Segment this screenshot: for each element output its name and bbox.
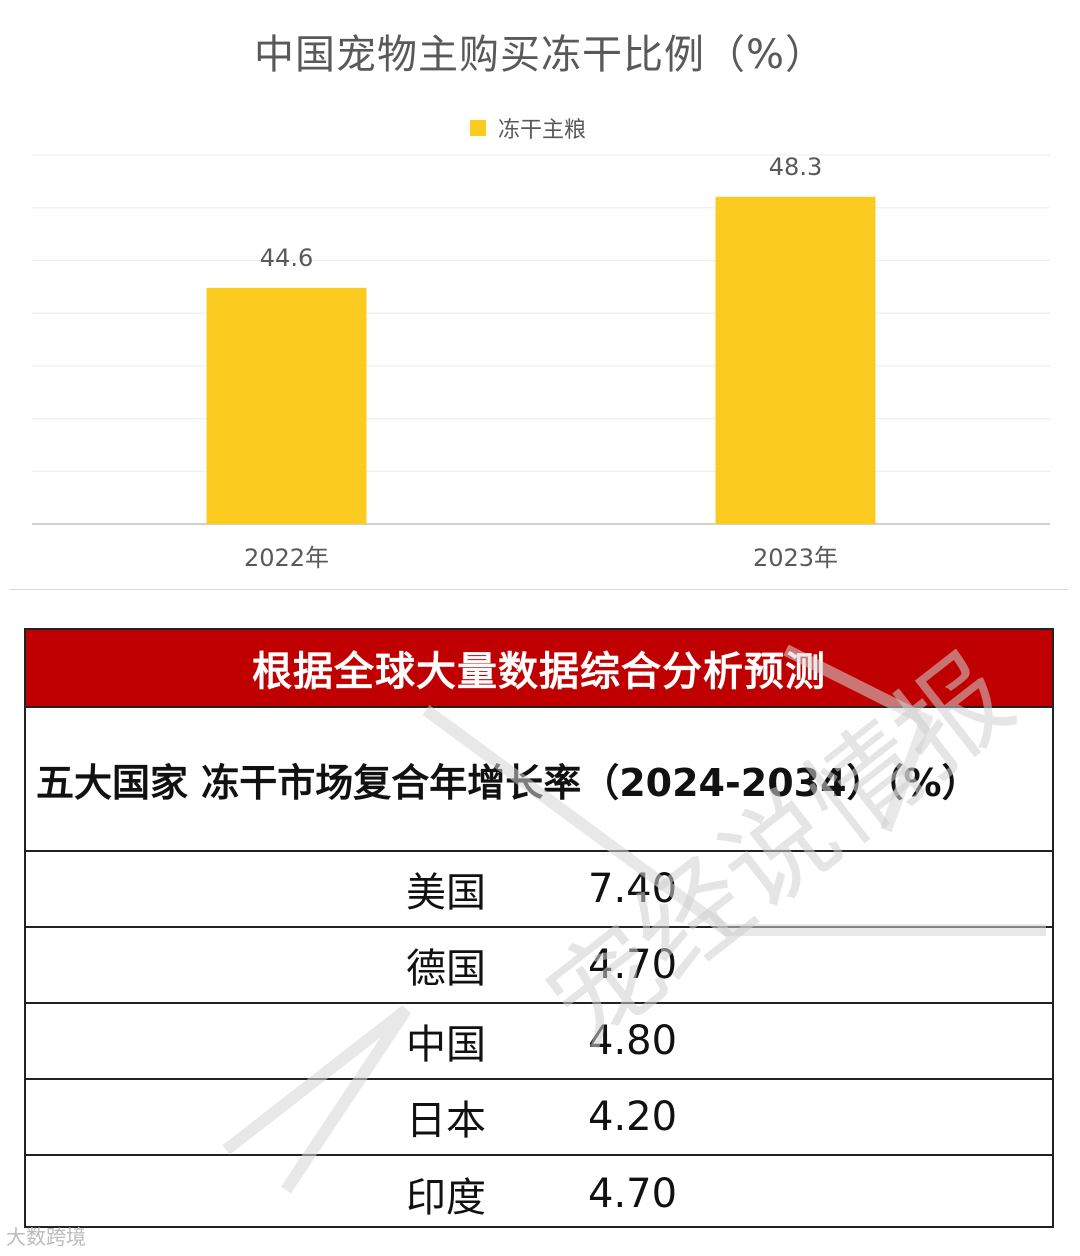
growth-rate-cell: 4.70 (588, 942, 678, 988)
chart-title: 中国宠物主购买冻干比例（%） (253, 32, 826, 78)
data-label-2: 48.3 (769, 153, 822, 181)
table-row: 中国 4.80 (26, 1004, 1052, 1080)
country-cell: 德国 (406, 946, 486, 992)
x-tick-label-1: 2022年 (244, 544, 329, 572)
table-subtitle: 五大国家 冻干市场复合年增长率（2024-2034）（%） (26, 708, 1052, 852)
chart-plot-area: 44.6 2022年 48.3 2023年 (32, 153, 1050, 572)
x-tick-label-2: 2023年 (753, 544, 838, 572)
country-cell: 美国 (406, 870, 486, 916)
table-row: 日本 4.20 (26, 1080, 1052, 1156)
legend-swatch (470, 120, 486, 136)
growth-rate-cell: 4.20 (588, 1094, 678, 1140)
forecast-table: 根据全球大量数据综合分析预测 五大国家 冻干市场复合年增长率（2024-2034… (24, 628, 1054, 1228)
table-row: 德国 4.70 (26, 928, 1052, 1004)
country-cell: 中国 (406, 1022, 486, 1068)
legend-label: 冻干主粮 (498, 118, 587, 143)
corner-watermark: 大数跨境 (6, 1225, 86, 1249)
country-cell: 日本 (406, 1098, 486, 1144)
country-cell: 印度 (406, 1175, 486, 1221)
bar-chart: 中国宠物主购买冻干比例（%） 冻干主粮 44.6 2022年 48.3 2023年 (0, 0, 1080, 600)
growth-rate-cell: 4.70 (588, 1171, 678, 1217)
chart-legend: 冻干主粮 (470, 112, 586, 144)
growth-rate-cell: 4.80 (588, 1018, 678, 1064)
bar-2 (715, 196, 876, 524)
section-divider (10, 589, 1068, 590)
data-label-1: 44.6 (260, 244, 313, 272)
growth-rate-cell: 7.40 (588, 866, 678, 912)
table-row: 美国 7.40 (26, 852, 1052, 928)
table-header: 根据全球大量数据综合分析预测 (26, 630, 1052, 708)
table-row: 印度 4.70 (26, 1156, 1052, 1226)
bar-1 (206, 287, 367, 524)
